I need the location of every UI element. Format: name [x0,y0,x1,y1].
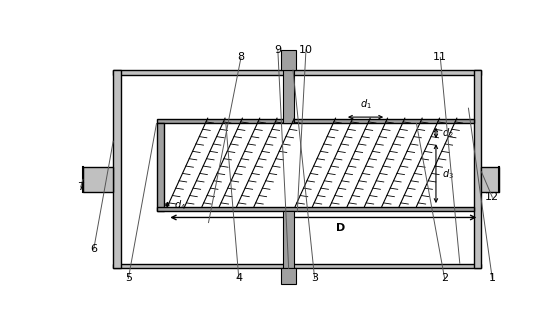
Bar [83,167,113,192]
Text: $d_4$: $d_4$ [174,198,186,212]
Text: 8: 8 [238,52,244,62]
Bar [113,70,481,75]
Text: 5: 5 [125,274,132,283]
Bar [157,119,473,123]
Bar [281,268,296,283]
Text: 11: 11 [433,52,447,62]
Text: 6: 6 [90,244,97,254]
Bar [157,123,164,211]
Bar [113,70,121,268]
Bar [283,70,294,123]
Bar [481,167,499,192]
Text: 1: 1 [489,274,496,283]
Text: $d_2$: $d_2$ [443,126,454,140]
Bar [283,211,294,268]
Bar [473,70,481,268]
Text: $d_3$: $d_3$ [443,167,454,181]
Text: 3: 3 [311,274,318,283]
Text: 9: 9 [274,45,281,55]
Bar [281,50,296,70]
Text: D: D [336,222,345,233]
Text: $d_1$: $d_1$ [359,97,371,111]
Text: 10: 10 [299,45,313,55]
Text: 12: 12 [485,192,499,202]
Text: 4: 4 [235,274,243,283]
Text: 2: 2 [441,274,448,283]
Bar [157,207,473,211]
Bar [113,264,481,268]
Text: 7: 7 [77,182,84,192]
